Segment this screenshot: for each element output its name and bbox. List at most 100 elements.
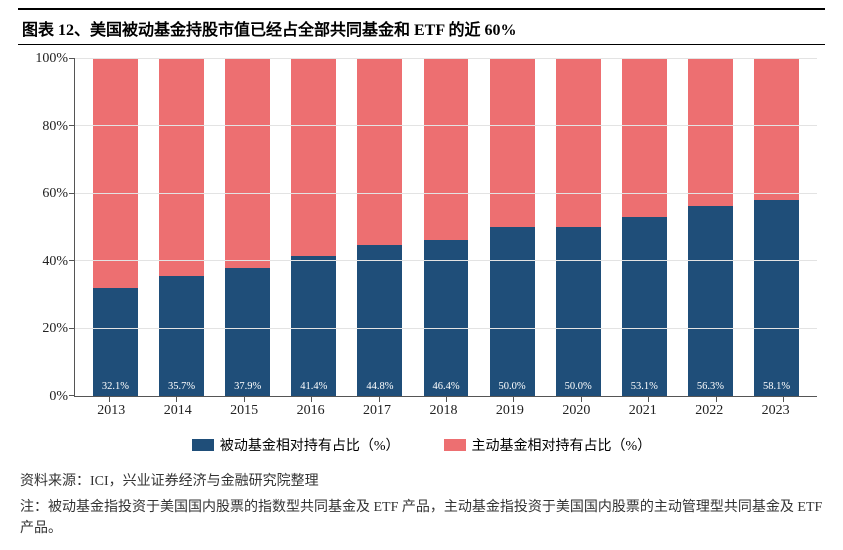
- x-tick-label: 2023: [742, 403, 808, 419]
- legend-item: 被动基金相对持有占比（%）: [192, 435, 400, 455]
- legend-label: 被动基金相对持有占比（%）: [220, 435, 400, 455]
- legend-item: 主动基金相对持有占比（%）: [444, 435, 652, 455]
- bar-slot: 56.3%: [677, 59, 743, 396]
- bar-slot: 50.0%: [479, 59, 545, 396]
- x-tick-mark: [311, 396, 312, 402]
- legend-swatch: [192, 439, 214, 451]
- stacked-bar: 41.4%: [291, 59, 336, 396]
- bar-segment-passive: 50.0%: [556, 227, 601, 395]
- grid-line: [75, 125, 817, 126]
- x-tick-label: 2021: [610, 403, 676, 419]
- bar-value-label: 58.1%: [763, 381, 790, 392]
- bar-slot: 53.1%: [611, 59, 677, 396]
- x-tick-label: 2018: [410, 403, 476, 419]
- bar-value-label: 37.9%: [234, 381, 261, 392]
- bar-segment-active: [490, 59, 535, 227]
- bar-segment-passive: 41.4%: [291, 256, 336, 395]
- stacked-bar: 50.0%: [490, 59, 535, 396]
- y-tick-label: 80%: [42, 119, 68, 135]
- stacked-bar: 37.9%: [225, 59, 270, 396]
- stacked-bar: 44.8%: [357, 59, 402, 396]
- x-tick-mark: [716, 396, 717, 402]
- stacked-bar: 35.7%: [159, 59, 204, 396]
- bar-slot: 41.4%: [281, 59, 347, 396]
- footnote-text: 注：被动基金指投资于美国国内股票的指数型共同基金及 ETF 产品，主动基金指投资…: [18, 497, 825, 540]
- legend-swatch: [444, 439, 466, 451]
- bar-segment-passive: 37.9%: [225, 268, 270, 396]
- bar-value-label: 41.4%: [300, 381, 327, 392]
- x-tick-label: 2022: [676, 403, 742, 419]
- x-tick-mark: [176, 396, 177, 402]
- bar-slot: 58.1%: [744, 59, 810, 396]
- stacked-bar: 58.1%: [754, 59, 799, 396]
- x-tick-mark: [783, 396, 784, 402]
- plot-area: 32.1% 35.7% 37.9% 41.4% 44.8% 46.4% 50.0% 50.0%…: [74, 59, 817, 397]
- grid-line: [75, 260, 817, 261]
- x-tick-label: 2015: [211, 403, 277, 419]
- bar-segment-passive: 53.1%: [622, 217, 667, 396]
- figure-container: 图表 12、美国被动基金持股市值已经占全部共同基金和 ETF 的近 60% 0%…: [0, 0, 843, 550]
- bar-segment-active: [688, 59, 733, 206]
- grid-line: [75, 328, 817, 329]
- bar-value-label: 32.1%: [102, 381, 129, 392]
- bar-value-label: 50.0%: [565, 381, 592, 392]
- bar-slot: 35.7%: [149, 59, 215, 396]
- bar-segment-active: [159, 59, 204, 276]
- bar-segment-active: [225, 59, 270, 268]
- y-tick-mark: [69, 58, 75, 59]
- bar-segment-passive: 56.3%: [688, 206, 733, 396]
- bar-slot: 37.9%: [215, 59, 281, 396]
- legend: 被动基金相对持有占比（%） 主动基金相对持有占比（%）: [18, 419, 825, 469]
- bar-value-label: 50.0%: [499, 381, 526, 392]
- grid-line: [75, 193, 817, 194]
- bar-slot: 44.8%: [347, 59, 413, 396]
- stacked-bar: 32.1%: [93, 59, 138, 396]
- bar-segment-active: [291, 59, 336, 256]
- stacked-bar: 46.4%: [424, 59, 469, 396]
- y-tick-label: 100%: [35, 51, 68, 67]
- bar-segment-passive: 32.1%: [93, 288, 138, 396]
- x-tick-mark: [109, 396, 110, 402]
- stacked-bar: 50.0%: [556, 59, 601, 396]
- bar-value-label: 53.1%: [631, 381, 658, 392]
- bar-value-label: 44.8%: [366, 381, 393, 392]
- bar-value-label: 46.4%: [432, 381, 459, 392]
- y-tick-mark: [69, 395, 75, 396]
- y-axis: 0%20%40%60%80%100%: [22, 59, 74, 397]
- x-tick-label: 2020: [543, 403, 609, 419]
- chart-area: 0%20%40%60%80%100% 32.1%35.7%37.9%41.4%4…: [18, 45, 825, 397]
- bar-segment-active: [357, 59, 402, 245]
- x-tick-label: 2016: [277, 403, 343, 419]
- y-tick-mark: [69, 125, 75, 126]
- x-tick-mark: [513, 396, 514, 402]
- bar-segment-passive: 35.7%: [159, 276, 204, 396]
- bar-segment-active: [93, 59, 138, 288]
- stacked-bar: 56.3%: [688, 59, 733, 396]
- y-tick-mark: [69, 328, 75, 329]
- x-tick-label: 2014: [145, 403, 211, 419]
- figure-title: 图表 12、美国被动基金持股市值已经占全部共同基金和 ETF 的近 60%: [18, 8, 825, 45]
- x-tick-label: 2017: [344, 403, 410, 419]
- x-tick-mark: [446, 396, 447, 402]
- x-tick-mark: [648, 396, 649, 402]
- y-tick-mark: [69, 193, 75, 194]
- y-tick-label: 20%: [42, 321, 68, 337]
- bar-segment-passive: 44.8%: [357, 245, 402, 396]
- bars-group: 32.1% 35.7% 37.9% 41.4% 44.8% 46.4% 50.0% 50.0%…: [75, 59, 817, 396]
- bar-segment-passive: 50.0%: [490, 227, 535, 395]
- bar-segment-active: [424, 59, 469, 240]
- x-axis-labels: 2013201420152016201720182019202020212022…: [70, 397, 817, 419]
- y-tick-label: 0%: [49, 389, 68, 405]
- bar-segment-passive: 58.1%: [754, 200, 799, 396]
- bar-segment-active: [556, 59, 601, 227]
- y-tick-label: 40%: [42, 254, 68, 270]
- x-tick-mark: [379, 396, 380, 402]
- bar-segment-active: [754, 59, 799, 200]
- grid-line: [75, 58, 817, 59]
- bar-segment-passive: 46.4%: [424, 240, 469, 396]
- x-tick-label: 2019: [477, 403, 543, 419]
- bar-value-label: 56.3%: [697, 381, 724, 392]
- stacked-bar: 53.1%: [622, 59, 667, 396]
- bar-slot: 50.0%: [545, 59, 611, 396]
- y-tick-label: 60%: [42, 186, 68, 202]
